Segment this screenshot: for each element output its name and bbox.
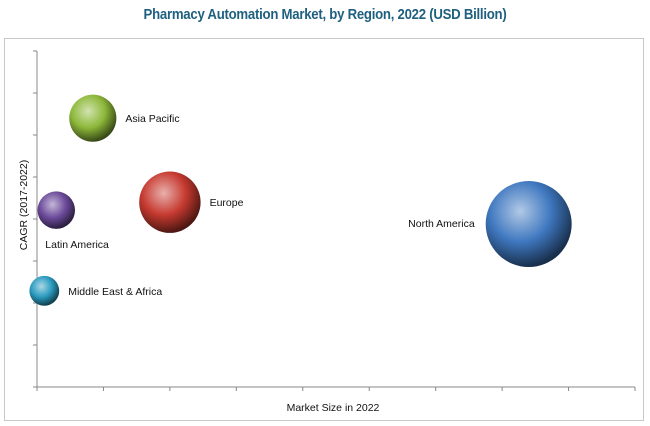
bubble-label-europe: Europe: [210, 197, 244, 209]
bubble-middle-east-africa: [29, 275, 60, 306]
bubble-label-middle-east-africa: Middle East & Africa: [68, 286, 162, 298]
y-axis-label: CAGR (2017-2022): [18, 160, 30, 250]
bubble-asia-pacific: [69, 94, 117, 142]
bubble-label-asia-pacific: Asia Pacific: [125, 113, 179, 125]
bubble-europe: [139, 171, 201, 233]
bubble-north-america: [485, 181, 572, 268]
bubble-latin-america: [37, 191, 76, 229]
bubble-label-north-america: North America: [408, 218, 475, 230]
chart-title: Pharmacy Automation Market, by Region, 2…: [143, 6, 507, 23]
bubble-label-latin-america: Latin America: [45, 239, 109, 251]
chart-frame: [4, 38, 644, 421]
x-axis-label: Market Size in 2022: [287, 402, 380, 414]
